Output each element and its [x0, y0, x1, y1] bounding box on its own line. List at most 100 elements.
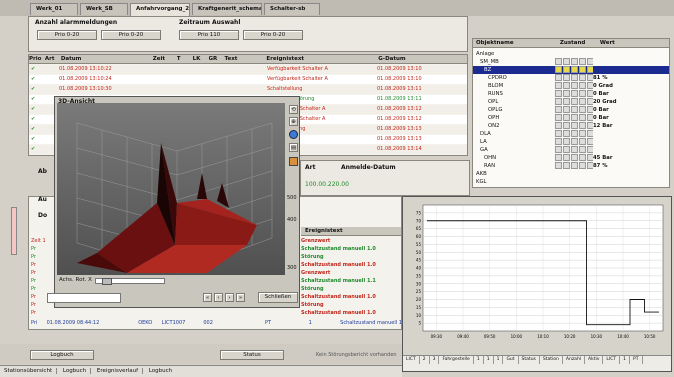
- x-tick-label: 10:30: [591, 334, 603, 339]
- filter-select-4[interactable]: Prio 0-20: [243, 30, 303, 40]
- tree-item[interactable]: RAN 87 %: [473, 162, 669, 170]
- logbuch-button[interactable]: Logbuch: [30, 350, 94, 360]
- filter-select-3[interactable]: Prio 110: [179, 30, 239, 40]
- tab-werksb[interactable]: Werk_SB: [80, 3, 128, 15]
- state-indicator: [555, 66, 593, 74]
- palette-icon[interactable]: [289, 157, 298, 166]
- event-row[interactable]: Pr Schaltzustand manuell 1.0: [29, 293, 401, 301]
- status-button[interactable]: Status: [220, 350, 284, 360]
- tree-item[interactable]: Anlage: [473, 50, 669, 58]
- ack-check-icon[interactable]: ✔: [31, 76, 36, 82]
- tree-item[interactable]: SM_MB: [473, 58, 669, 66]
- event-row[interactable]: Zeit 1 Grenzwert: [29, 237, 401, 245]
- filter-select-2[interactable]: Prio 0-20: [101, 30, 161, 40]
- y-tick-label: 65: [416, 226, 422, 231]
- tree-item-value: 0 Bar: [593, 115, 609, 121]
- ack-check-icon[interactable]: ✔: [31, 126, 36, 132]
- alarm-row[interactable]: ✔ 01.08.2009 13:10:24 Verfügbarkeit Schalt…: [29, 75, 467, 84]
- tree-item-label: BZ: [484, 67, 492, 73]
- nav-next-button[interactable]: ›: [225, 293, 234, 302]
- plot3d-window[interactable]: 3D-Ansicht: [11, 96, 300, 308]
- rotation-slider-thumb[interactable]: [102, 278, 112, 285]
- tree-item[interactable]: GA: [473, 146, 669, 154]
- event-row[interactable]: Pr Störung: [29, 285, 401, 293]
- statusbar-item-1[interactable]: Stationsübersicht: [0, 368, 58, 374]
- tab-kraftgenerit[interactable]: Kraftgenerit_schema: [192, 3, 262, 15]
- left-vertical-slider[interactable]: [11, 207, 17, 255]
- plot-color-dropdown[interactable]: [47, 293, 121, 303]
- state-indicator: [555, 90, 593, 98]
- alarm-row[interactable]: ✔ 01.08.2009 13:10:22 Verfügbarkeit Schalt…: [29, 65, 467, 74]
- plot3d-canvas[interactable]: [57, 103, 285, 275]
- y-tick-label: 40: [416, 266, 422, 271]
- ack-check-icon[interactable]: ✔: [31, 146, 36, 152]
- alarm-text: Verfügbarkeit Schalter A: [267, 66, 328, 72]
- event-row[interactable]: Pr Störung: [29, 301, 401, 309]
- alarm-gdate: 01.08.2009 13:14: [377, 146, 422, 152]
- tree-item[interactable]: RUNS 0 Bar: [473, 90, 669, 98]
- tree-item-value: 0 Bar: [593, 107, 609, 113]
- tree-item[interactable]: OPLG 0 Bar: [473, 106, 669, 114]
- tab-werk01[interactable]: Werk_01: [30, 3, 78, 15]
- state-indicator: [555, 58, 593, 66]
- nav-last-button[interactable]: »: [236, 293, 245, 302]
- ack-check-icon[interactable]: ✔: [31, 116, 36, 122]
- y-tick-label: 25: [416, 289, 422, 294]
- bottom-data-row[interactable]: Pri 01.08.2009 08:44:12 OEKO LICT1007 00…: [31, 320, 402, 326]
- nav-first-button[interactable]: «: [203, 293, 212, 302]
- close-plot-button[interactable]: Schließen: [258, 292, 298, 303]
- tree-item[interactable]: ON2 12 Bar: [473, 122, 669, 130]
- ack-check-icon[interactable]: ✔: [31, 86, 36, 92]
- nav-prev-button[interactable]: ‹: [214, 293, 223, 302]
- event-text: Schaltzustand manuell 1.0: [301, 294, 376, 300]
- ack-check-icon[interactable]: ✔: [31, 106, 36, 112]
- tree-item[interactable]: LA: [473, 138, 669, 146]
- event-row[interactable]: Pr Schaltzustand manuell 1.1: [29, 277, 401, 285]
- x-tick-label: 10:00: [511, 334, 523, 339]
- tree-item[interactable]: BLOM 0 Grad: [473, 82, 669, 90]
- y-tick-label: 55: [416, 242, 422, 247]
- tree-item[interactable]: BZ: [473, 66, 669, 74]
- state-indicator: [555, 154, 593, 162]
- tree-item[interactable]: AKB: [473, 170, 669, 178]
- ack-check-icon[interactable]: ✔: [31, 136, 36, 142]
- globe-icon[interactable]: [289, 130, 298, 139]
- tree-item[interactable]: OPH 0 Bar: [473, 114, 669, 122]
- tab-schalter[interactable]: Schalter-sb: [264, 3, 320, 15]
- filter-select-1[interactable]: Prio 0-20: [37, 30, 97, 40]
- y-tick-label: 35: [416, 273, 422, 278]
- tree-item[interactable]: DLA: [473, 130, 669, 138]
- ack-check-icon[interactable]: ✔: [31, 66, 36, 72]
- event-row[interactable]: Pr Schaltzustand manuell 1.0: [29, 309, 401, 317]
- tree-item[interactable]: OPL 20 Grad: [473, 98, 669, 106]
- statusbar-item-4[interactable]: Logbuch: [148, 368, 173, 374]
- statusbar-item-3[interactable]: Ereignisverlauf: [92, 368, 144, 374]
- alarm-row[interactable]: ✔ 01.08.2009 13:10:30 Schaltstellung 01.08.…: [29, 85, 467, 94]
- tree-item-value: 45 Bar: [593, 155, 613, 161]
- statusbar-item-2[interactable]: Logbuch: [58, 368, 92, 374]
- tree-item[interactable]: CPDRO 81 %: [473, 74, 669, 82]
- layers-icon[interactable]: ▤: [289, 143, 298, 152]
- rotate-icon[interactable]: ⟲: [289, 105, 298, 114]
- tree-item-value: 81 %: [593, 75, 608, 81]
- state-indicator: [555, 162, 593, 170]
- event-row[interactable]: Pr Schaltzustand manuell 1.0: [29, 245, 401, 253]
- event-text: Schaltzustand manuell 1.0: [301, 262, 376, 268]
- footer-cell: 1: [474, 356, 484, 364]
- trend-chart-window[interactable]: 75 70 65 60 55 50 45 40 35 30 25 20 15 10 5 09:30 09:40 0…: [402, 196, 672, 372]
- side-label-do: Do: [38, 212, 48, 219]
- state-indicator: [555, 146, 593, 154]
- event-label: Zeit 1: [31, 238, 46, 244]
- ack-check-icon[interactable]: ✔: [31, 96, 36, 102]
- tab-anfahrvorgang[interactable]: Anfahrvorgang_2: [130, 3, 190, 16]
- tree-item[interactable]: OHN 45 Bar: [473, 154, 669, 162]
- zoom-icon[interactable]: ⊕: [289, 117, 298, 126]
- event-row[interactable]: Pr Schaltzustand manuell 1.0: [29, 261, 401, 269]
- rotation-slider[interactable]: [95, 278, 165, 285]
- event-row[interactable]: Pr Grenzwert: [29, 269, 401, 277]
- plot3d-surface: [57, 103, 285, 275]
- event-label: Pr: [31, 262, 36, 268]
- event-row[interactable]: Pr Störung: [29, 253, 401, 261]
- y-tick-label: 15: [416, 305, 422, 310]
- tree-item[interactable]: KGL: [473, 178, 669, 186]
